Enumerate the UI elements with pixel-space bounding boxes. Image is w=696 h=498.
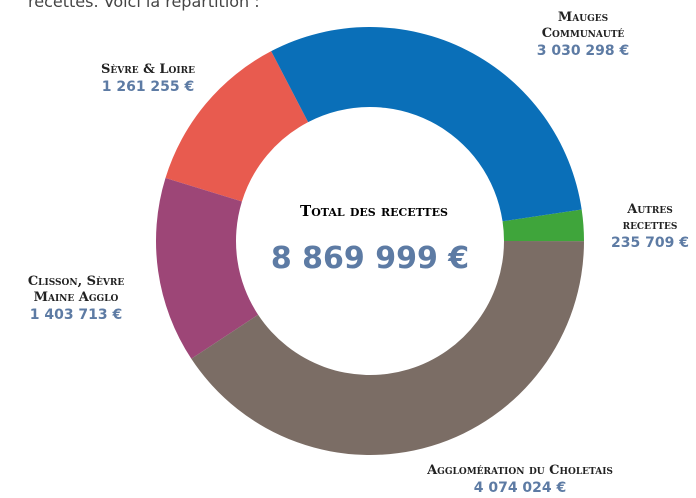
donut-segment: [191, 241, 585, 455]
category-name: Autres recettes: [622, 202, 678, 233]
value-label: 4 074 024 €: [473, 480, 567, 496]
value-label: 1 403 713 €: [29, 307, 123, 323]
donut-segment: [502, 209, 584, 242]
segment-label: Clisson, Sèvre Maine Agglo 1 403 713 €: [11, 274, 141, 324]
donut-segment: [156, 178, 259, 359]
category-name: Sèvre & Loire: [101, 62, 195, 77]
segment-label: Sèvre & Loire 1 261 255 €: [78, 62, 218, 96]
center-total: 8 869 999 €: [271, 241, 469, 276]
center-title: Total des recettes: [300, 202, 448, 220]
category-name: Clisson, Sèvre Maine Agglo: [27, 274, 125, 305]
intro-text: recettes. Voici la répartition :: [28, 0, 260, 11]
donut-segment: [165, 51, 309, 202]
donut-segment: [271, 26, 582, 222]
segment-label: Mauges Communauté 3 030 298 €: [523, 10, 643, 60]
segment-label: Agglomération du Choletais 4 074 024 €: [370, 463, 670, 497]
category-name: Agglomération du Choletais: [427, 463, 613, 478]
segment-label: Autres recettes 235 709 €: [605, 202, 695, 252]
value-label: 1 261 255 €: [101, 79, 195, 95]
value-label: 3 030 298 €: [536, 43, 630, 59]
value-label: 235 709 €: [611, 235, 689, 251]
category-name: Mauges Communauté: [541, 10, 625, 41]
